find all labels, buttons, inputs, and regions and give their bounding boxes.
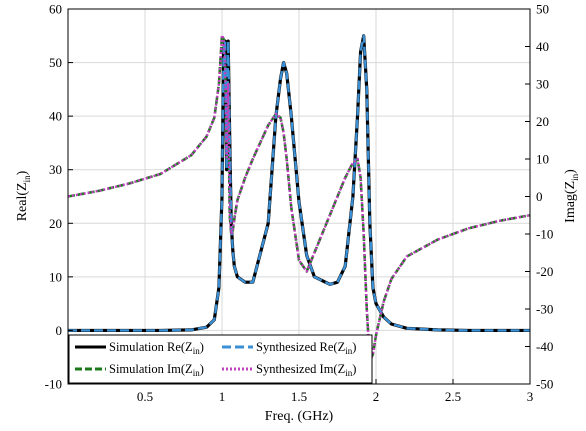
left-tick-label: 0 bbox=[56, 323, 63, 338]
series-line-synthesized-re-z-in bbox=[68, 34, 530, 332]
left-tick-label: 60 bbox=[49, 2, 62, 17]
left-tick-label: -10 bbox=[45, 377, 62, 392]
x-tick-label: 1 bbox=[219, 389, 226, 404]
ticks: 0.5 1 1.5 2 2.5 3 -10 0 10 20 30 40 50 60 -50 -40 -30 -20… bbox=[45, 2, 554, 405]
right-tick-label: 40 bbox=[536, 39, 549, 54]
right-tick-label: 10 bbox=[536, 152, 549, 167]
legend-box bbox=[68, 334, 373, 384]
right-tick-label: 50 bbox=[536, 2, 549, 17]
left-tick-label: 50 bbox=[49, 55, 62, 70]
right-y-axis-title: Imag(Zin) bbox=[563, 169, 580, 223]
legend-label-simulation-re: Simulation Re(Zin) bbox=[109, 340, 204, 356]
right-tick-label: 20 bbox=[536, 114, 549, 129]
legend-label-synthesized-re: Synthesized Re(Zin) bbox=[256, 340, 356, 356]
right-tick-label: -40 bbox=[536, 339, 553, 354]
left-tick-label: 20 bbox=[49, 216, 62, 231]
x-tick-label: 0.5 bbox=[137, 389, 153, 404]
series-layer bbox=[67, 33, 531, 363]
left-y-axis-title: Real(Zin) bbox=[15, 170, 32, 221]
right-tick-label: 30 bbox=[536, 77, 549, 92]
legend-label-simulation-im: Simulation Im(Zin) bbox=[109, 362, 204, 378]
x-tick-label: 1.5 bbox=[291, 389, 307, 404]
right-tick-label: -30 bbox=[536, 302, 553, 317]
x-tick-label: 2.5 bbox=[445, 389, 461, 404]
left-tick-label: 10 bbox=[49, 269, 62, 284]
right-tick-label: -10 bbox=[536, 227, 553, 242]
right-tick-label: -50 bbox=[536, 377, 553, 392]
x-tick-label: 2 bbox=[373, 389, 380, 404]
legend: Simulation Re(Zin) Synthesized Re(Zin) S… bbox=[68, 334, 373, 384]
x-tick-label: 3 bbox=[527, 389, 534, 404]
right-tick-label: -20 bbox=[536, 264, 553, 279]
x-axis-title: Freq. (GHz) bbox=[265, 409, 334, 424]
series-line-simulation-im-z-in bbox=[67, 33, 531, 363]
right-tick-label: 0 bbox=[536, 189, 543, 204]
left-tick-label: 40 bbox=[49, 109, 62, 124]
left-tick-label: 30 bbox=[49, 162, 62, 177]
legend-label-synthesized-im: Synthesized Im(Zin) bbox=[256, 362, 356, 378]
